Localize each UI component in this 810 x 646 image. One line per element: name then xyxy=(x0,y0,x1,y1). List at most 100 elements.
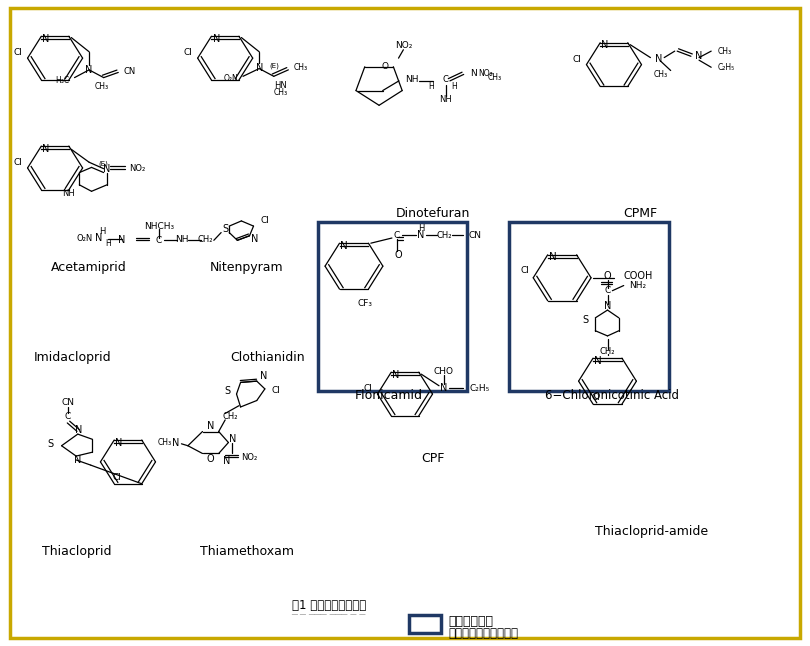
Text: Cl: Cl xyxy=(271,386,280,395)
Text: NHCH₃: NHCH₃ xyxy=(143,222,174,231)
Text: N: N xyxy=(75,424,83,435)
Text: NO₂: NO₂ xyxy=(241,453,258,462)
Text: N: N xyxy=(603,301,612,311)
Text: N: N xyxy=(695,51,702,61)
Text: N: N xyxy=(548,253,556,262)
Text: N: N xyxy=(601,40,609,50)
Text: Cl: Cl xyxy=(591,393,600,402)
Text: ─ ─ ─── ─── ─ ─: ─ ─ ─── ─── ─ ─ xyxy=(292,610,366,620)
Text: CH₃: CH₃ xyxy=(294,63,308,72)
Text: H: H xyxy=(428,82,434,91)
Text: N: N xyxy=(251,234,258,244)
Text: HN: HN xyxy=(274,81,287,90)
Text: 图1 对象成分的结构式: 图1 对象成分的结构式 xyxy=(292,599,366,612)
Text: CH₃: CH₃ xyxy=(95,81,109,90)
Text: N: N xyxy=(42,34,50,44)
Text: (E): (E) xyxy=(269,62,279,68)
Text: CH₂: CH₂ xyxy=(198,235,214,244)
Text: S: S xyxy=(224,386,231,397)
Text: CH₃: CH₃ xyxy=(488,73,502,82)
Text: S: S xyxy=(222,224,228,234)
Text: Flonicamid: Flonicamid xyxy=(355,389,423,402)
Text: N: N xyxy=(118,234,126,245)
Text: N: N xyxy=(74,455,82,465)
Text: N: N xyxy=(440,383,448,393)
Text: NH: NH xyxy=(62,189,75,198)
Text: O: O xyxy=(603,271,612,282)
Text: N: N xyxy=(207,421,215,432)
Text: NH: NH xyxy=(440,95,452,104)
Text: NO₂: NO₂ xyxy=(130,164,146,173)
Text: N: N xyxy=(42,143,50,154)
Text: H: H xyxy=(104,239,111,248)
Text: NO₂: NO₂ xyxy=(394,41,412,50)
Text: Thiacloprid-amide: Thiacloprid-amide xyxy=(595,525,709,537)
Text: CH₃: CH₃ xyxy=(274,88,288,97)
Text: N: N xyxy=(103,163,111,174)
Text: CH₂: CH₂ xyxy=(599,347,616,356)
Text: 6−Chloronicotinic Acid: 6−Chloronicotinic Acid xyxy=(544,389,679,402)
Text: NH₂: NH₂ xyxy=(629,281,646,290)
Text: NO₂: NO₂ xyxy=(478,68,493,78)
Text: CH₃: CH₃ xyxy=(654,70,668,79)
Bar xyxy=(318,222,467,391)
Text: C₂H₅: C₂H₅ xyxy=(470,384,490,393)
Text: N: N xyxy=(470,68,477,78)
Text: CF₃: CF₃ xyxy=(358,299,373,308)
Text: Nitenpyram: Nitenpyram xyxy=(211,261,284,274)
Text: （混合标准液中不含）: （混合标准液中不含） xyxy=(448,627,518,640)
Text: N: N xyxy=(594,356,602,366)
Text: N: N xyxy=(212,34,220,44)
Text: C: C xyxy=(65,412,71,421)
Text: C: C xyxy=(443,75,449,84)
Text: H: H xyxy=(418,224,424,233)
Text: CH₃: CH₃ xyxy=(158,438,172,447)
Text: N: N xyxy=(95,233,102,244)
Text: CPF: CPF xyxy=(422,452,445,465)
Text: ：讨论回收率: ：讨论回收率 xyxy=(448,615,493,628)
Text: N: N xyxy=(255,63,263,73)
Text: Cl: Cl xyxy=(113,473,121,482)
Text: Clothianidin: Clothianidin xyxy=(230,351,305,364)
Text: Cl: Cl xyxy=(364,384,372,393)
Text: N: N xyxy=(85,65,93,75)
Text: C: C xyxy=(604,286,611,295)
Text: N: N xyxy=(223,456,231,466)
Text: Cl: Cl xyxy=(573,55,581,64)
Text: Dinotefuran: Dinotefuran xyxy=(396,207,471,220)
Text: H: H xyxy=(99,227,105,236)
Text: Cl: Cl xyxy=(14,48,22,57)
Text: O: O xyxy=(382,62,389,71)
Text: N: N xyxy=(115,437,123,448)
Text: O: O xyxy=(207,453,215,464)
Text: H: H xyxy=(451,82,457,91)
Text: H₃C: H₃C xyxy=(56,76,70,85)
Text: COOH: COOH xyxy=(624,271,653,281)
Text: CH₂: CH₂ xyxy=(222,412,238,421)
Text: O₂N: O₂N xyxy=(76,234,92,243)
Text: CPMF: CPMF xyxy=(623,207,657,220)
Text: Cl: Cl xyxy=(14,158,22,167)
Bar xyxy=(509,222,669,391)
Text: Acetamiprid: Acetamiprid xyxy=(51,261,127,274)
Text: N: N xyxy=(259,371,267,381)
Text: S: S xyxy=(582,315,588,326)
Text: N: N xyxy=(339,242,347,251)
Text: C₂H₅: C₂H₅ xyxy=(718,63,735,72)
Text: (E): (E) xyxy=(98,160,108,167)
Text: N: N xyxy=(392,370,400,380)
Text: CH₃: CH₃ xyxy=(718,47,731,56)
Text: Cl: Cl xyxy=(184,48,192,57)
Text: C: C xyxy=(156,236,162,245)
Text: CHO: CHO xyxy=(434,367,454,376)
Text: O: O xyxy=(394,250,403,260)
Text: C: C xyxy=(394,231,400,240)
Text: NH: NH xyxy=(405,75,419,84)
Text: CN: CN xyxy=(124,67,136,76)
Text: CN: CN xyxy=(468,231,481,240)
Text: Imidacloprid: Imidacloprid xyxy=(34,351,112,364)
Text: Thiacloprid: Thiacloprid xyxy=(42,545,112,558)
Text: NH: NH xyxy=(175,235,188,244)
Text: O₂N: O₂N xyxy=(224,74,238,83)
Bar xyxy=(409,615,441,633)
